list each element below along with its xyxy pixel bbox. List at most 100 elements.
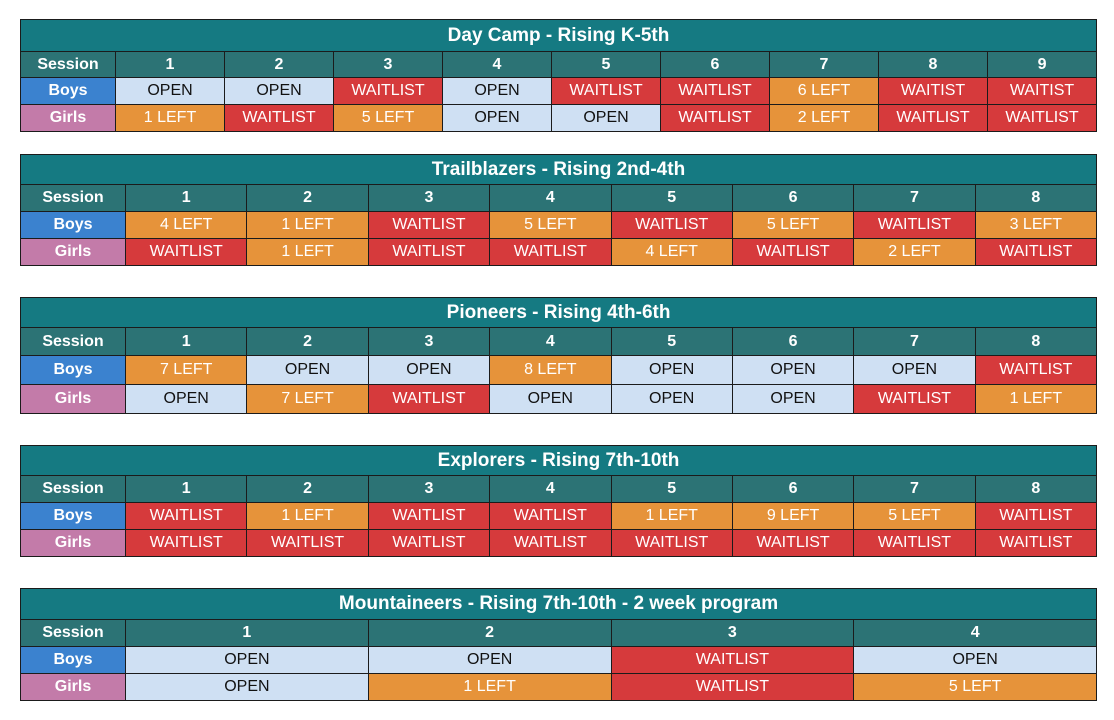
session-number: 5 xyxy=(610,327,733,356)
session-number: 8 xyxy=(974,475,1098,503)
availability-cell: 6 LEFT xyxy=(769,77,879,105)
availability-cell: OPEN xyxy=(731,355,855,385)
availability-cell: WAITLIST xyxy=(610,211,733,239)
table-title: Trailblazers - Rising 2nd-4th xyxy=(20,154,1097,185)
session-number: 3 xyxy=(610,619,855,647)
session-number: 4 xyxy=(489,327,612,356)
row-girls: Girls WAITLIST 1 LEFT WAITLIST WAITLIST 4 LEF… xyxy=(20,238,1098,266)
availability-cell: OPEN xyxy=(442,104,552,132)
session-label: Session xyxy=(20,327,126,356)
availability-cell: 7 LEFT xyxy=(124,355,248,385)
session-number: 2 xyxy=(367,619,612,647)
availability-cell: 1 LEFT xyxy=(246,502,369,530)
row-label-girls: Girls xyxy=(20,529,126,557)
session-header-row: Session 1 2 3 4 5 6 7 8 xyxy=(20,475,1098,503)
session-number: 6 xyxy=(731,475,855,503)
availability-cell: WAITLIST xyxy=(853,211,976,239)
availability-cell: WAITLIST xyxy=(974,355,1098,385)
session-number: 8 xyxy=(974,184,1098,212)
session-label: Session xyxy=(20,51,116,78)
availability-cell: WAITLIST xyxy=(367,529,491,557)
availability-cell: OPEN xyxy=(610,384,733,414)
session-number: 5 xyxy=(610,184,733,212)
availability-cell: OPEN xyxy=(124,384,248,414)
session-number: 4 xyxy=(853,619,1098,647)
availability-cell: 1 LEFT xyxy=(246,211,369,239)
session-number: 7 xyxy=(853,475,976,503)
session-number: 9 xyxy=(986,51,1098,78)
row-girls: Girls OPEN 7 LEFT WAITLIST OPEN OPEN OPEN WAITL… xyxy=(20,384,1098,414)
availability-cell: OPEN xyxy=(125,673,369,701)
availability-cell: WAITLIST xyxy=(489,502,612,530)
row-label-girls: Girls xyxy=(20,104,116,132)
availability-cell: WAITLIST xyxy=(124,529,248,557)
availability-cell: WAITLIST xyxy=(660,77,770,105)
availability-cell: WAITIST xyxy=(878,77,988,105)
availability-cell: WAITLIST xyxy=(246,529,369,557)
row-label-boys: Boys xyxy=(20,502,126,530)
session-number: 2 xyxy=(246,327,369,356)
session-number: 5 xyxy=(610,475,733,503)
session-number: 3 xyxy=(367,184,491,212)
availability-cell: WAITLIST xyxy=(124,502,248,530)
availability-cell: 7 LEFT xyxy=(246,384,369,414)
availability-cell: WAITLIST xyxy=(610,646,855,674)
availability-cell: OPEN xyxy=(489,384,612,414)
availability-cell: OPEN xyxy=(367,355,491,385)
availability-cell: WAITLIST xyxy=(489,529,612,557)
session-label: Session xyxy=(20,475,126,503)
availability-cell: WAITLIST xyxy=(974,529,1098,557)
availability-cell: WAITLIST xyxy=(551,77,661,105)
table-title: Mountaineers - Rising 7th-10th - 2 week … xyxy=(19,588,1098,620)
schedule-table-trailblazers: Trailblazers - Rising 2nd-4th Session 1 2 3 4… xyxy=(20,154,1098,266)
availability-cell: 5 LEFT xyxy=(489,211,612,239)
row-boys: Boys OPEN OPEN WAITLIST OPEN WAITLIST WAITLIST… xyxy=(20,77,1098,105)
session-number: 5 xyxy=(551,51,661,78)
availability-cell: WAITLIST xyxy=(986,104,1098,132)
availability-cell: OPEN xyxy=(224,77,334,105)
availability-cell: 5 LEFT xyxy=(333,104,443,132)
session-number: 7 xyxy=(853,184,976,212)
availability-cell: WAITLIST xyxy=(489,238,612,266)
row-boys: Boys 4 LEFT 1 LEFT WAITLIST 5 LEFT WAITLIST 5 … xyxy=(20,211,1098,239)
row-boys: Boys OPEN OPEN WAITLIST OPEN xyxy=(20,646,1098,674)
session-number: 1 xyxy=(125,619,369,647)
availability-cell: 1 LEFT xyxy=(115,104,225,132)
availability-cell: OPEN xyxy=(551,104,661,132)
session-number: 6 xyxy=(731,184,855,212)
table-title: Pioneers - Rising 4th-6th xyxy=(19,297,1098,328)
availability-cell: WAITLIST xyxy=(333,77,443,105)
availability-cell: OPEN xyxy=(246,355,369,385)
session-number: 2 xyxy=(246,184,369,212)
availability-cell: 8 LEFT xyxy=(489,355,612,385)
schedule-table-pioneers: Pioneers - Rising 4th-6th Session 1 2 3 4 5 6 7 8… xyxy=(19,297,1098,414)
schedule-table-mountaineers: Mountaineers - Rising 7th-10th - 2 week … xyxy=(19,588,1098,701)
session-number: 2 xyxy=(246,475,369,503)
availability-cell: OPEN xyxy=(367,646,612,674)
availability-cell: 4 LEFT xyxy=(124,211,248,239)
availability-cell: 1 LEFT xyxy=(367,673,612,701)
row-girls: Girls WAITLIST WAITLIST WAITLIST WAITLIST WAI… xyxy=(20,529,1098,557)
availability-cell: 1 LEFT xyxy=(246,238,369,266)
availability-cell: WAITLIST xyxy=(367,502,491,530)
availability-cell: OPEN xyxy=(115,77,225,105)
session-number: 6 xyxy=(660,51,770,78)
session-number: 3 xyxy=(367,327,491,356)
availability-cell: WAITLIST xyxy=(367,384,491,414)
availability-cell: OPEN xyxy=(610,355,733,385)
row-label-girls: Girls xyxy=(20,673,126,701)
availability-cell: 3 LEFT xyxy=(974,211,1098,239)
availability-cell: OPEN xyxy=(442,77,552,105)
schedule-table-explorers: Explorers - Rising 7th-10th Session 1 2 3 4 5 6… xyxy=(19,445,1098,557)
availability-cell: 1 LEFT xyxy=(974,384,1098,414)
availability-cell: 2 LEFT xyxy=(769,104,879,132)
availability-cell: 5 LEFT xyxy=(853,673,1098,701)
session-number: 4 xyxy=(442,51,552,78)
row-label-boys: Boys xyxy=(20,646,126,674)
availability-cell: WAITLIST xyxy=(367,211,491,239)
availability-cell: WAITLIST xyxy=(853,384,976,414)
session-number: 6 xyxy=(731,327,855,356)
availability-cell: WAITLIST xyxy=(974,238,1098,266)
row-label-boys: Boys xyxy=(20,77,116,105)
session-header-row: Session 1 2 3 4 5 6 7 8 9 xyxy=(20,51,1098,78)
